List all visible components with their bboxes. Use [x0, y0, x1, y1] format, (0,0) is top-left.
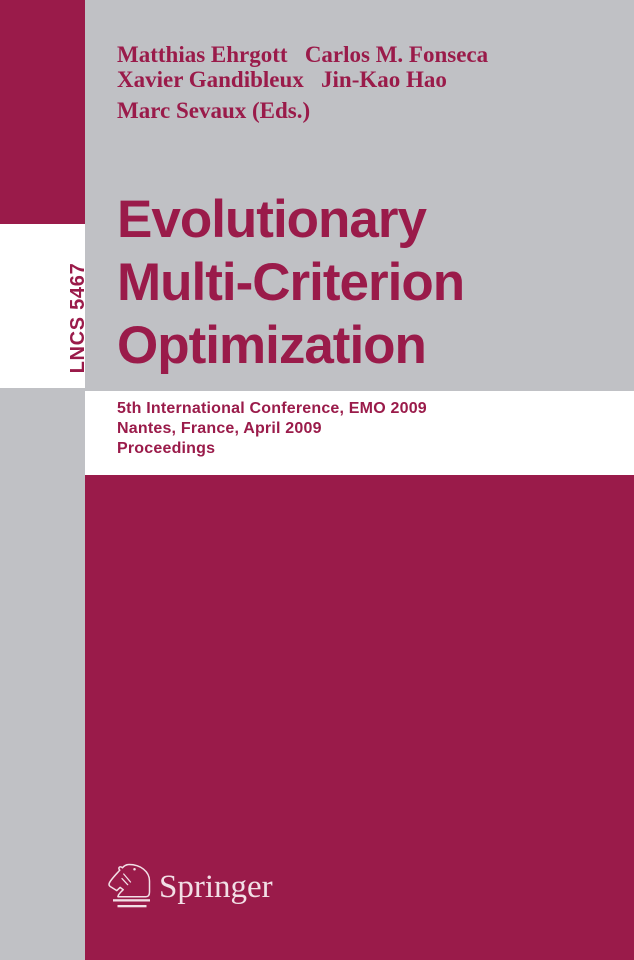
svg-text:Springer: Springer: [159, 869, 273, 905]
